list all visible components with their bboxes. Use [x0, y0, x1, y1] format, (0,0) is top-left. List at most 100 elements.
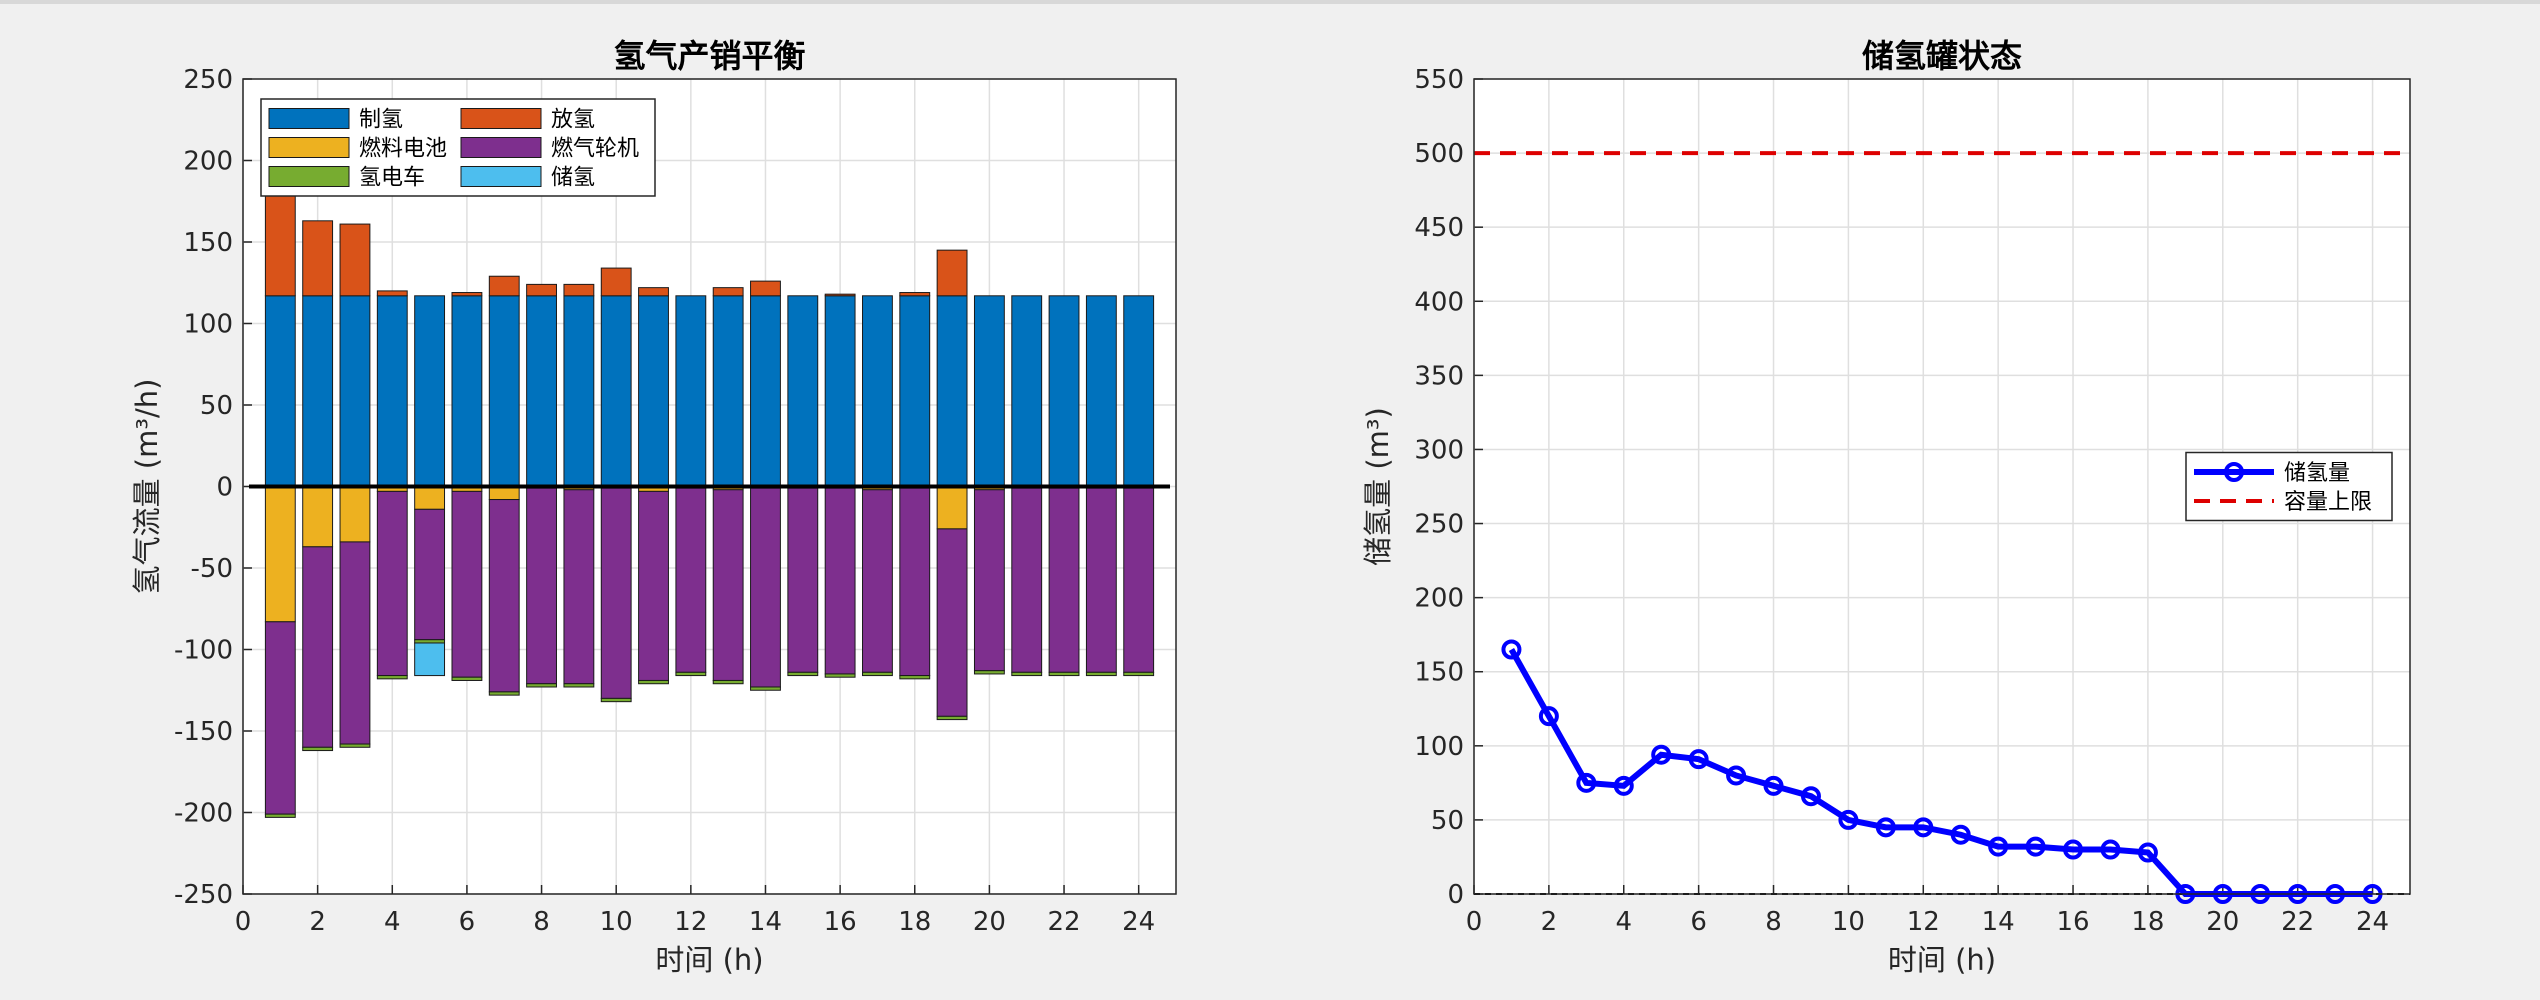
x-tick-label: 14 [1982, 907, 2015, 937]
bar-segment [936, 295, 968, 488]
data-point [1688, 749, 1709, 770]
y-tick-label: 250 [1414, 510, 1464, 540]
bar-segment [414, 508, 446, 641]
x-tick-label: 6 [1690, 907, 1707, 937]
bar-segment [824, 295, 856, 488]
bar-segment [638, 287, 669, 297]
bar-segment [339, 541, 371, 745]
y-tick-label: -50 [191, 554, 233, 584]
data-point [1613, 775, 1634, 796]
x-tick-label: 2 [1541, 907, 1558, 937]
bar-segment [787, 487, 819, 673]
bar-segment [488, 275, 520, 297]
plot-border [1473, 78, 2411, 895]
y-tick-label: 250 [183, 65, 233, 95]
bar-segment [563, 683, 595, 688]
bar-segment [339, 295, 371, 488]
x-tick-label: 4 [384, 907, 401, 937]
y-tick-label: -150 [174, 717, 233, 747]
bar-segment [712, 489, 744, 681]
x-tick-label: 22 [2281, 907, 2314, 937]
data-point [1875, 817, 1896, 838]
bar-segment [1011, 487, 1043, 673]
bar-segment [339, 743, 371, 748]
bar-segment [824, 487, 856, 675]
bar-segment [936, 249, 968, 297]
bar-segment [376, 490, 408, 677]
y-tick-label: -250 [174, 880, 233, 910]
bar-segment [862, 295, 893, 488]
y-tick-label: 200 [1414, 584, 1464, 614]
bar-segment [488, 691, 520, 696]
bar-segment [750, 280, 781, 297]
bar-segment [526, 487, 557, 685]
bar-segment [451, 676, 483, 681]
bar-segment [1123, 671, 1155, 677]
bar-segment [936, 528, 968, 717]
bar-segment [712, 287, 744, 297]
chart-title: 氢气产销平衡 [613, 37, 805, 75]
y-tick-label: 150 [1414, 658, 1464, 688]
bar-segment [600, 267, 632, 297]
x-tick-label: 12 [674, 907, 707, 937]
x-tick-label: 20 [2206, 907, 2239, 937]
x-tick-label: 24 [2356, 907, 2389, 937]
legend-label: 燃气轮机 [551, 137, 639, 162]
legend-swatch [268, 108, 350, 129]
bar-segment [600, 697, 632, 703]
y-axis-label: 储氢量 (m³) [1361, 407, 1395, 566]
y-tick-label: 50 [1431, 806, 1464, 836]
x-tick-label: 12 [1907, 907, 1940, 937]
legend-label: 氢电车 [359, 166, 425, 191]
y-tick-label: 100 [183, 310, 233, 340]
y-tick-label: 0 [216, 473, 233, 503]
bar-segment [302, 220, 334, 297]
x-axis-label: 时间 (h) [1888, 943, 1996, 977]
bar-segment [638, 295, 669, 488]
legend-label: 储氢量 [2284, 461, 2350, 486]
bar-segment [973, 670, 1005, 675]
bar-segment [302, 546, 334, 748]
bar-segment [899, 487, 931, 677]
y-tick-label: -200 [174, 799, 233, 829]
bar-segment [563, 283, 595, 297]
data-point [2137, 842, 2158, 863]
bar-segment [600, 487, 632, 699]
bar-segment [750, 487, 781, 688]
x-tick-label: 16 [2056, 907, 2089, 937]
legend-swatch [460, 108, 542, 129]
bar-segment [1085, 295, 1117, 488]
x-tick-label: 2 [309, 907, 326, 937]
bar-segment [787, 671, 819, 677]
y-tick-label: -100 [174, 636, 233, 666]
data-point [1651, 744, 1672, 765]
y-tick-label: 550 [1414, 65, 1464, 95]
bar-segment [899, 675, 931, 680]
bar-segment [638, 679, 669, 685]
bar-segment [973, 489, 1005, 672]
bar-segment [600, 295, 632, 488]
legend-label: 放氢 [551, 108, 595, 133]
bar-segment [414, 486, 446, 510]
bar-segment [264, 813, 296, 818]
bar-segment [264, 182, 296, 297]
bar-segment [787, 295, 819, 488]
bar-segment [936, 486, 968, 530]
bar-segment [1011, 671, 1043, 677]
x-tick-label: 10 [1832, 907, 1865, 937]
bar-segment [638, 490, 669, 681]
bar-segment [488, 499, 520, 693]
data-point [1800, 786, 1821, 807]
chart-title: 储氢罐状态 [1862, 37, 2022, 75]
bar-segment [824, 293, 856, 297]
bar-segment [750, 295, 781, 488]
y-tick-label: 300 [1414, 435, 1464, 465]
bar-segment [264, 486, 296, 623]
bar-segment [526, 283, 557, 297]
bar-segment [451, 295, 483, 488]
legend-swatch [460, 166, 542, 187]
x-tick-label: 4 [1615, 907, 1632, 937]
